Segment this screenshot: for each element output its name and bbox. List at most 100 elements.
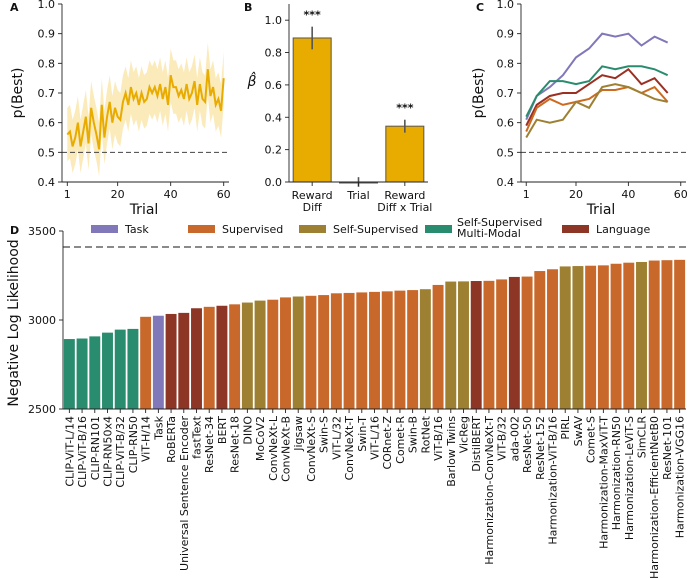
panel-d-bar bbox=[356, 292, 368, 409]
panel-d-x-tick-label: CLIP-ViT-B/16 bbox=[76, 416, 89, 488]
panel-d-bar bbox=[89, 336, 101, 409]
panel-d-y-tick-label: 3000 bbox=[28, 314, 56, 327]
panel-d-x-tick-label: Harmonization-ViT-B/16 bbox=[547, 416, 560, 545]
panel-d-bar bbox=[623, 262, 635, 409]
panel-d-x-tick-label: Comet-R bbox=[394, 416, 407, 464]
panel-d-bar bbox=[102, 332, 113, 409]
panel-d-bar bbox=[381, 291, 393, 409]
panel-b-y-tick-label: 0.8 bbox=[265, 47, 283, 60]
panel-d-x-tick-label: ViT-L/32 bbox=[330, 416, 343, 460]
panel-d-x-tick-label: Jigsaw bbox=[292, 416, 305, 452]
panel-d-bar bbox=[547, 269, 558, 409]
panel-d-x-tick-label: Swin-S bbox=[318, 416, 331, 453]
panel-d-x-tick-label: Task bbox=[152, 415, 165, 440]
panel-d-x-tick-label: ResNet-18 bbox=[229, 416, 242, 473]
panel-b-ylabel: β̂ bbox=[247, 71, 257, 90]
panel-d-x-tick-label: Universal Sentence Encoder bbox=[178, 416, 191, 571]
panel-c-x-tick-label: 20 bbox=[569, 188, 583, 201]
panel-a-y-tick-label: 1.0 bbox=[38, 0, 56, 11]
panel-d-legend-swatch bbox=[91, 225, 118, 233]
panel-d-bar bbox=[343, 292, 355, 409]
panel-d-bar bbox=[432, 284, 444, 409]
panel-d-bar bbox=[610, 263, 622, 409]
panel-d-x-tick-label: fastText bbox=[191, 415, 204, 459]
panel-d-bar bbox=[674, 259, 686, 409]
panel-d-bar bbox=[572, 266, 584, 409]
panel-d-bar bbox=[152, 315, 164, 409]
panel-d-x-tick-label: Harmonization-LeViT-S bbox=[623, 416, 636, 540]
panel-d-x-tick-label: MoCoV2 bbox=[254, 416, 267, 461]
panel-c-y-tick-label: 0.7 bbox=[497, 87, 515, 100]
panel-c-line-chart: C Trial p(Best) 0.4 0.5 0.6 0.7 0.8 0.9 1.0 1 20… bbox=[471, 0, 688, 218]
panel-a-x-tick-label: 20 bbox=[111, 188, 125, 201]
panel-d-x-tick-label: Harmonization-VGG16 bbox=[674, 416, 687, 538]
panel-d-x-tick-label: VicReg bbox=[458, 416, 471, 453]
panel-d-x-tick-label: RotNet bbox=[419, 415, 432, 453]
panel-d-legend-label: Language bbox=[596, 223, 651, 236]
panel-d-legend-swatch bbox=[299, 225, 326, 233]
panel-c-x-tick-label: 1 bbox=[523, 188, 530, 201]
panel-a-ylabel: p(Best) bbox=[10, 68, 26, 119]
panel-b-significance-label: *** bbox=[396, 102, 414, 115]
panel-c-series-line bbox=[525, 85, 669, 132]
panel-d-x-tick-label: CLIP-RN101 bbox=[89, 416, 102, 480]
panel-d-x-tick-label: ViT-H/14 bbox=[140, 416, 153, 462]
panel-d-x-tick-label: PIRL bbox=[559, 415, 572, 440]
panel-d-legend: Task Supervised Self-Supervised Self-Superv… bbox=[91, 216, 651, 240]
panel-d-x-tick-label: ResNet-152 bbox=[534, 416, 547, 480]
panel-a-y-tick-label: 0.6 bbox=[38, 117, 56, 130]
panel-d-x-tick-label: Barlow Twins bbox=[445, 416, 458, 487]
panel-d-bar bbox=[267, 299, 279, 409]
panel-d-bar-chart: D Negative Log Likelihood Task Supervised… bbox=[6, 216, 687, 578]
panel-d-x-tick-label: Harmonization-RN50 bbox=[610, 416, 623, 530]
panel-d-bar bbox=[191, 308, 202, 409]
panel-c-series-line bbox=[525, 83, 668, 139]
panel-c-y-tick-label: 0.5 bbox=[497, 146, 515, 159]
panel-d-x-tick-label: CLIP-RN50 bbox=[127, 416, 140, 473]
panel-b-y-tick-label: 0.0 bbox=[265, 176, 283, 189]
panel-a-y-tick-label: 0.4 bbox=[38, 176, 56, 189]
panel-a-line-chart: A Trial p(Best) 0.4 0.5 0.6 0.7 0.8 0.9 1.0 1 20… bbox=[10, 0, 231, 218]
panel-c-x-tick-label: 40 bbox=[621, 188, 635, 201]
panel-d-x-tick-label: DistilBERT bbox=[470, 416, 483, 472]
panel-c-series-line bbox=[525, 65, 669, 118]
panel-d-ylabel: Negative Log Likelihood bbox=[6, 239, 22, 406]
panel-d-x-tick-label: ResNet-34 bbox=[203, 416, 216, 473]
panel-d-bar bbox=[254, 300, 266, 409]
panel-d-bar bbox=[63, 339, 75, 409]
panel-b-y-tick-label: 0.6 bbox=[265, 79, 283, 92]
panel-d-bar bbox=[496, 279, 508, 409]
panel-a-x-tick-label: 1 bbox=[64, 188, 71, 201]
panel-d-bar bbox=[445, 281, 457, 409]
panel-d-legend-label: Multi-Modal bbox=[457, 227, 521, 240]
panel-d-legend-label: Self-Supervised bbox=[457, 216, 542, 229]
panel-d-bar bbox=[114, 329, 126, 409]
panel-c-xlabel: Trial bbox=[586, 202, 616, 218]
panel-a-confidence-band bbox=[67, 42, 224, 177]
panel-a-series-line bbox=[66, 69, 225, 150]
panel-d-legend-label: Self-Supervised bbox=[333, 223, 418, 236]
panel-b-y-tick-label: 0.4 bbox=[265, 111, 283, 124]
panel-d-bar bbox=[203, 306, 215, 409]
panel-d-legend-swatch bbox=[188, 225, 215, 233]
panel-d-legend-swatch bbox=[562, 225, 589, 233]
panel-d-legend-label: Supervised bbox=[222, 223, 283, 236]
panel-d-bar bbox=[369, 291, 380, 409]
panel-d-x-tick-label: CORnet-Z bbox=[381, 416, 394, 470]
panel-d-bar bbox=[534, 271, 546, 409]
panel-b-y-tick-label: 1.0 bbox=[265, 14, 283, 27]
panel-d-x-tick-label: Harmonization-EfficientNetB0 bbox=[648, 416, 661, 578]
panel-d-bar bbox=[483, 280, 495, 409]
panel-b-x-tick-label: Diff bbox=[303, 201, 323, 214]
panel-d-x-tick-label: ViT-B/16 bbox=[432, 416, 445, 461]
panel-d-bar bbox=[140, 316, 152, 409]
panel-b-bar bbox=[292, 37, 332, 183]
panel-d-bar bbox=[241, 302, 253, 409]
panel-a-y-tick-label: 0.7 bbox=[38, 87, 56, 100]
panel-d-x-tick-label: RoBERTa bbox=[165, 416, 178, 463]
panel-a-x-tick-label: 40 bbox=[164, 188, 178, 201]
panel-b-label: B bbox=[244, 1, 252, 14]
panel-d-legend-label: Task bbox=[124, 223, 149, 236]
